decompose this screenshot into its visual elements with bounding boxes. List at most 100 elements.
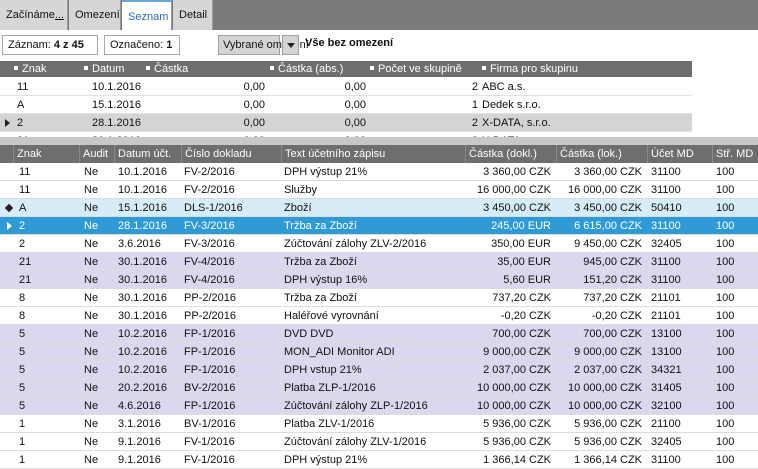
cell-znak: 21 bbox=[17, 132, 77, 137]
cell-ucet-md: 21101 bbox=[651, 292, 681, 304]
table-row[interactable]: A Ne 15.1.2016 DLS-1/2016 Zboží 3 450,00 CZK 3… bbox=[0, 199, 758, 217]
cell-doklad: BV-1/2016 bbox=[184, 418, 236, 430]
cell-doklad: BV-2/2016 bbox=[184, 382, 236, 394]
sort-marker-icon bbox=[146, 66, 150, 71]
cell-text: Zúčtování zálohy ZLV-1/2016 bbox=[284, 436, 427, 448]
cell-castka-lok: -0,20 CZK bbox=[591, 310, 642, 322]
cell-castka-dokl: 2 037,00 CZK bbox=[483, 364, 551, 376]
table-row[interactable]: 21 Ne 30.1.2016 FV-4/2016 DPH výstup 16% 5,60… bbox=[0, 271, 758, 289]
tab-label: Omezení bbox=[75, 9, 120, 21]
cell-castka-lok: 9 450,00 CZK bbox=[574, 238, 642, 250]
cell-znak: 11 bbox=[19, 166, 31, 178]
cell-text: DPH výstup 16% bbox=[284, 274, 368, 286]
table-row[interactable]: 11 Ne 10.1.2016 FV-2/2016 DPH výstup 21% 3 36… bbox=[0, 163, 758, 181]
table-row[interactable]: 11 Ne 10.1.2016 FV-2/2016 Služby 16 000,00 CZ… bbox=[0, 181, 758, 199]
cell-datum: 15.1.2016 bbox=[118, 202, 167, 214]
table-row[interactable]: 5 Ne 20.2.2016 BV-2/2016 Platba ZLP-1/2016 10… bbox=[0, 379, 758, 397]
cell-castka: 0,00 bbox=[150, 132, 265, 137]
table-row[interactable]: 1 Ne 3.1.2016 BV-1/2016 Platba ZLV-1/2016 5 9… bbox=[0, 415, 758, 433]
col-header-text[interactable]: Text účetního zápisu bbox=[281, 145, 465, 163]
cell-castka-lok: 9 000,00 CZK bbox=[574, 346, 642, 358]
col-header-audit[interactable]: Audit bbox=[79, 145, 114, 163]
table-row[interactable]: 8 Ne 30.1.2016 PP-2/2016 Haléřové vyrovnání -… bbox=[0, 307, 758, 325]
col-header-datum-uct[interactable]: Datum účt. bbox=[114, 145, 181, 163]
filter-dropdown-button[interactable] bbox=[282, 35, 299, 55]
tab-omezeni[interactable]: Omezení bbox=[69, 0, 121, 30]
cell-pocet: 1 bbox=[471, 99, 478, 111]
cell-castka-lok: 6 615,00 CZK bbox=[574, 220, 642, 232]
col-header-cislo-dokladu[interactable]: Číslo dokladu bbox=[181, 145, 281, 163]
cell-str-md: 100 bbox=[716, 166, 735, 178]
cell-str-md: 100 bbox=[716, 292, 735, 304]
entries-grid-header: Znak Audit Datum účt. Číslo dokladu Text… bbox=[0, 145, 758, 163]
table-row[interactable]: 5 Ne 10.2.2016 FP-1/2016 DVD DVD 700,00 CZK 70… bbox=[0, 325, 758, 343]
col-header-castka-lok[interactable]: Částka (lok.) bbox=[556, 145, 647, 163]
col-header-znak[interactable]: Znak bbox=[12, 61, 46, 77]
col-header-datum[interactable]: Datum bbox=[82, 61, 124, 77]
table-row[interactable]: 1 Ne 9.1.2016 FV-1/2016 Zúčtování zálohy ZLV… bbox=[0, 433, 758, 451]
cell-castka-lok: 10 000,00 CZK bbox=[568, 400, 642, 412]
row-pointer-icon bbox=[5, 217, 15, 235]
col-header-firma[interactable]: Firma pro skupinu bbox=[480, 61, 578, 77]
cell-doklad: FP-1/2016 bbox=[184, 328, 236, 340]
triangle-right-icon bbox=[7, 222, 12, 230]
sort-marker-icon bbox=[84, 66, 88, 71]
cell-castka-dokl: 350,00 EUR bbox=[491, 238, 551, 250]
col-header-ucet-md[interactable]: Účet MD bbox=[647, 145, 712, 163]
tab-detail[interactable]: Detail bbox=[173, 0, 213, 30]
cell-datum: 3.6.2016 bbox=[118, 238, 161, 250]
col-header-pocet[interactable]: Počet ve skupině bbox=[368, 61, 462, 77]
table-row[interactable]: 5 Ne 10.2.2016 FP-1/2016 DPH vstup 21% 2 037,… bbox=[0, 361, 758, 379]
cell-audit: Ne bbox=[84, 382, 99, 394]
group-row[interactable]: 2 28.1.2016 0,00 0,00 2 X-DATA, s.r.o. bbox=[0, 114, 692, 132]
tab-label-suffix: ... bbox=[54, 9, 65, 21]
cell-znak: 1 bbox=[19, 436, 26, 448]
col-header-str-md[interactable]: Stř. MD bbox=[712, 145, 758, 163]
row-marker-icon bbox=[4, 199, 15, 217]
col-header-castka[interactable]: Částka bbox=[144, 61, 188, 77]
cell-datum: 10.1.2016 bbox=[118, 166, 167, 178]
cell-castka-lok: 16 000,00 CZK bbox=[568, 184, 642, 196]
cell-datum: 10.1.2016 bbox=[118, 184, 167, 196]
table-row[interactable]: 8 Ne 30.1.2016 PP-2/2016 Tržba za Zboží 737,2… bbox=[0, 289, 758, 307]
filter-select-button[interactable]: Vybrané omezení bbox=[218, 35, 309, 55]
tab-seznam[interactable]: Seznam bbox=[122, 0, 172, 30]
cell-znak: 11 bbox=[17, 81, 29, 93]
table-row[interactable]: 5 Ne 4.6.2016 FP-1/2016 Zúčtování zálohy ZLP… bbox=[0, 397, 758, 415]
cell-audit: Ne bbox=[84, 202, 99, 214]
cell-ucet-md: 32100 bbox=[651, 400, 682, 412]
cell-doklad: FP-1/2016 bbox=[184, 400, 236, 412]
tab-zaciname[interactable]: Začínáme... bbox=[0, 0, 68, 30]
cell-text: Haléřové vyrovnání bbox=[284, 310, 379, 322]
cell-doklad: FP-1/2016 bbox=[184, 346, 236, 358]
col-header-castka-dokl[interactable]: Částka (dokl.) bbox=[465, 145, 556, 163]
cell-text: DVD DVD bbox=[284, 328, 334, 340]
cell-audit: Ne bbox=[84, 166, 99, 178]
cell-pocet: 2 bbox=[471, 81, 478, 93]
cell-audit: Ne bbox=[84, 310, 99, 322]
table-row[interactable]: 21 Ne 30.1.2016 FV-4/2016 Tržba za Zboží 35,0… bbox=[0, 253, 758, 271]
cell-ucet-md: 31100 bbox=[651, 454, 681, 466]
cell-znak: A bbox=[17, 99, 25, 111]
group-row[interactable]: 11 10.1.2016 0,00 0,00 2 ABC a.s. bbox=[0, 78, 692, 96]
table-row[interactable]: 5 Ne 10.2.2016 FP-1/2016 MON_ADI Monitor ADI… bbox=[0, 343, 758, 361]
table-row[interactable]: 2 Ne 3.6.2016 FV-3/2016 Zúčtování zálohy ZLV… bbox=[0, 235, 758, 253]
cell-znak: 1 bbox=[19, 418, 26, 430]
cell-castka-abs: 0,00 bbox=[344, 117, 366, 129]
tab-label: Začínáme bbox=[6, 9, 55, 21]
cell-doklad: FV-4/2016 bbox=[184, 274, 235, 286]
cell-audit: Ne bbox=[84, 184, 99, 196]
cell-firma: X-DATA bbox=[482, 132, 682, 137]
table-row[interactable]: 1 Ne 9.1.2016 FV-1/2016 DPH výstup 21% 1 366,… bbox=[0, 451, 758, 469]
col-header-znak[interactable]: Znak bbox=[13, 145, 79, 163]
cell-castka-lok: 945,00 CZK bbox=[583, 256, 642, 268]
table-row[interactable]: 2 Ne 28.1.2016 FV-3/2016 Tržba za Zboží 245,0… bbox=[0, 217, 758, 235]
cell-str-md: 100 bbox=[716, 346, 735, 358]
cell-castka-lok: 10 000,00 CZK bbox=[568, 382, 642, 394]
col-header-castka-abs[interactable]: Částka (abs.) bbox=[268, 61, 343, 77]
cell-str-md: 100 bbox=[716, 238, 735, 250]
cell-str-md: 100 bbox=[716, 400, 735, 412]
grid-splitter[interactable] bbox=[0, 137, 758, 145]
group-row[interactable]: A 15.1.2016 0,00 0,00 1 Dedek s.r.o. bbox=[0, 96, 692, 114]
